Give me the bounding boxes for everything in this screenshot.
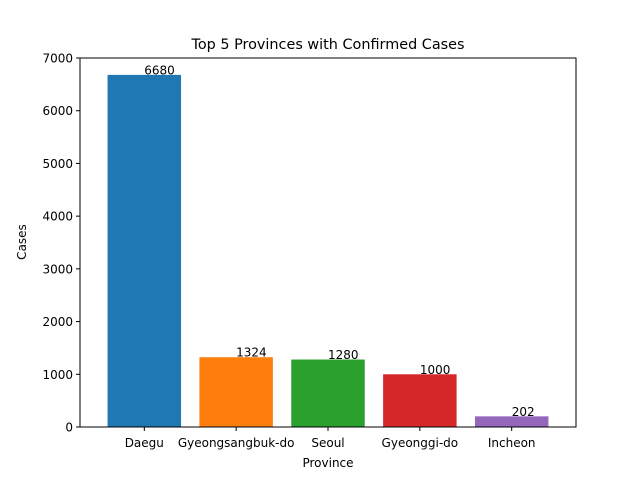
data-label: 1000 (420, 363, 451, 377)
y-tick-label: 2000 (42, 315, 73, 329)
bar (199, 357, 273, 427)
data-label: 1324 (236, 346, 267, 360)
x-tick-label: Gyeongsangbuk-do (178, 436, 295, 450)
y-tick-label: 3000 (42, 262, 73, 276)
x-tick-label: Incheon (488, 436, 536, 450)
y-tick-label: 6000 (42, 104, 73, 118)
bars (107, 74, 549, 428)
y-tick-label: 4000 (42, 210, 73, 224)
x-axis-label: Province (302, 456, 353, 470)
y-axis-label: Cases (15, 224, 29, 260)
data-label: 202 (512, 405, 535, 419)
x-axis-ticks: Daegu Gyeongsangbuk-do Seoul Gyeonggi-do Inc… (125, 427, 536, 450)
y-tick-label: 7000 (42, 52, 73, 66)
x-tick-label: Gyeonggi-do (382, 436, 459, 450)
data-labels: 6680 1324 1280 1000 202 (144, 63, 534, 418)
plot-area-frame (79, 57, 577, 428)
bar (291, 359, 365, 427)
x-tick-label: Seoul (311, 436, 344, 450)
data-label: 1280 (328, 348, 359, 362)
bar (474, 416, 549, 427)
bar (107, 74, 182, 428)
y-axis-ticks: 0 1000 2000 3000 4000 5000 6000 7000 (42, 52, 80, 435)
y-tick-label: 0 (65, 421, 73, 435)
y-tick-label: 5000 (42, 157, 73, 171)
x-tick-label: Daegu (125, 436, 164, 450)
bar (383, 374, 457, 427)
chart-title: Top 5 Provinces with Confirmed Cases (191, 37, 465, 53)
y-tick-label: 1000 (42, 368, 73, 382)
data-label: 6680 (144, 63, 175, 77)
